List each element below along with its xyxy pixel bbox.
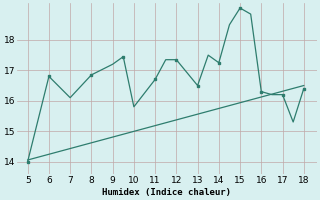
X-axis label: Humidex (Indice chaleur): Humidex (Indice chaleur): [102, 188, 231, 197]
